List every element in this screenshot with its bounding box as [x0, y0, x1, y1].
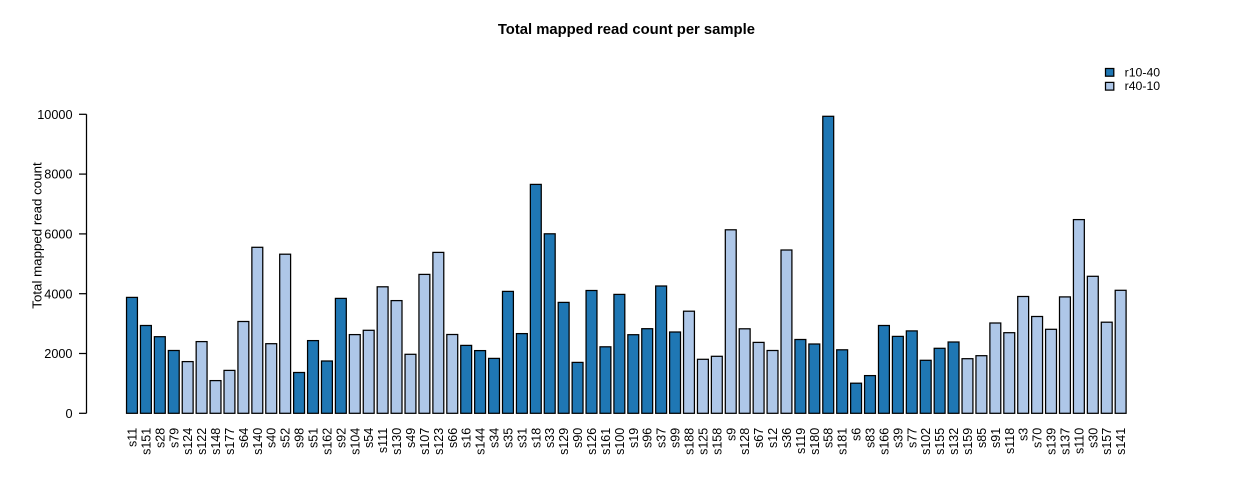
svg-text:0: 0: [65, 407, 72, 421]
svg-text:s9: s9: [724, 428, 738, 441]
svg-text:s161: s161: [599, 428, 613, 455]
svg-text:s70: s70: [1031, 428, 1045, 448]
svg-text:r40-10: r40-10: [1125, 79, 1161, 93]
svg-text:r10-40: r10-40: [1125, 65, 1161, 79]
svg-text:Total mapped read count per sa: Total mapped read count per sample: [498, 22, 755, 38]
svg-text:s67: s67: [752, 428, 766, 448]
svg-text:s90: s90: [571, 428, 585, 448]
svg-text:s148: s148: [209, 428, 223, 455]
svg-text:s54: s54: [362, 428, 376, 448]
svg-text:s139: s139: [1045, 428, 1059, 455]
svg-text:4000: 4000: [44, 287, 72, 301]
svg-text:s35: s35: [501, 428, 515, 448]
svg-text:s128: s128: [738, 428, 752, 455]
svg-text:s79: s79: [167, 428, 181, 448]
svg-text:s91: s91: [989, 428, 1003, 448]
svg-text:s141: s141: [1114, 428, 1128, 455]
svg-text:s34: s34: [488, 428, 502, 448]
svg-text:s83: s83: [864, 428, 878, 448]
svg-text:s33: s33: [543, 428, 557, 448]
svg-text:s177: s177: [223, 428, 237, 455]
svg-text:s137: s137: [1058, 428, 1072, 455]
svg-text:s123: s123: [432, 428, 446, 455]
svg-text:s180: s180: [808, 428, 822, 455]
svg-text:s124: s124: [181, 428, 195, 455]
svg-text:s181: s181: [836, 428, 850, 455]
svg-text:s36: s36: [780, 428, 794, 448]
svg-text:s37: s37: [655, 428, 669, 448]
svg-text:s40: s40: [265, 428, 279, 448]
svg-text:s188: s188: [682, 428, 696, 455]
svg-text:s162: s162: [320, 428, 334, 455]
svg-text:s157: s157: [1100, 428, 1114, 455]
svg-text:s39: s39: [891, 428, 905, 448]
svg-text:s77: s77: [905, 428, 919, 448]
svg-text:s64: s64: [237, 428, 251, 448]
svg-text:s140: s140: [251, 428, 265, 455]
svg-text:s100: s100: [613, 428, 627, 455]
svg-text:s144: s144: [474, 428, 488, 455]
svg-text:s104: s104: [348, 428, 362, 455]
svg-text:s66: s66: [446, 428, 460, 448]
svg-text:s96: s96: [641, 428, 655, 448]
svg-text:s16: s16: [460, 428, 474, 448]
svg-text:s99: s99: [669, 428, 683, 448]
svg-text:s3: s3: [1017, 428, 1031, 441]
svg-text:s166: s166: [877, 428, 891, 455]
svg-text:2000: 2000: [44, 347, 72, 361]
svg-text:s129: s129: [557, 428, 571, 455]
svg-text:s132: s132: [947, 428, 961, 455]
svg-text:s151: s151: [139, 428, 153, 455]
svg-text:10000: 10000: [37, 108, 72, 122]
svg-text:s130: s130: [390, 428, 404, 455]
svg-text:s98: s98: [293, 428, 307, 448]
svg-text:s122: s122: [195, 428, 209, 455]
svg-text:s52: s52: [279, 428, 293, 448]
svg-text:s111: s111: [376, 428, 390, 453]
svg-text:s118: s118: [1003, 428, 1017, 454]
svg-text:s11: s11: [125, 428, 139, 447]
svg-text:s31: s31: [515, 428, 529, 448]
svg-text:s28: s28: [153, 428, 167, 448]
svg-text:s92: s92: [334, 428, 348, 448]
svg-text:s125: s125: [696, 428, 710, 455]
svg-text:s58: s58: [822, 428, 836, 448]
svg-text:s30: s30: [1086, 428, 1100, 448]
svg-text:s18: s18: [529, 428, 543, 448]
svg-text:s158: s158: [710, 428, 724, 455]
svg-text:s110: s110: [1072, 428, 1086, 454]
svg-text:s6: s6: [850, 428, 864, 441]
svg-text:s85: s85: [975, 428, 989, 448]
svg-text:s126: s126: [585, 428, 599, 455]
svg-text:s159: s159: [961, 428, 975, 455]
svg-text:s12: s12: [766, 428, 780, 448]
svg-text:8000: 8000: [44, 168, 72, 182]
svg-text:s19: s19: [627, 428, 641, 448]
svg-text:s119: s119: [794, 428, 808, 454]
svg-text:s155: s155: [933, 428, 947, 455]
svg-text:6000: 6000: [44, 228, 72, 242]
svg-text:s51: s51: [307, 428, 321, 448]
svg-text:s49: s49: [404, 428, 418, 448]
svg-text:s102: s102: [919, 428, 933, 455]
svg-text:s107: s107: [418, 428, 432, 455]
svg-text:Total mapped read count: Total mapped read count: [30, 162, 45, 309]
